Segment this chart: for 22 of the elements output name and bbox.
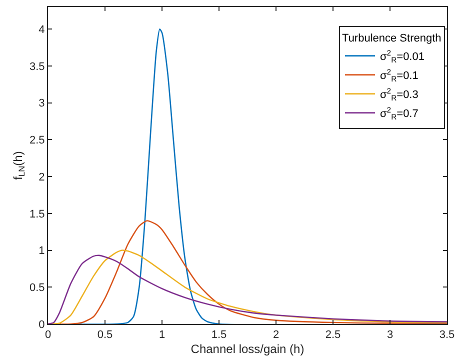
x-tick-label: 2 — [272, 329, 280, 342]
legend-label: σ$^{2}$$_{R}$=0.3 — [380, 86, 418, 102]
y-tick-label: 3 — [38, 98, 45, 110]
y-tick-label: 0 — [38, 318, 45, 331]
x-tick-label: 1.5 — [211, 329, 227, 342]
legend-title: Turbulence Strength — [342, 32, 442, 44]
legend-label: σ$^{2}$$_{R}$=0.7 — [380, 105, 418, 122]
x-tick-label: 3.5 — [439, 329, 455, 342]
legend-label: σ$^{2}$$_{R}$=0.01 — [380, 48, 424, 64]
x-tick-label: 2.5 — [325, 329, 341, 342]
y-tick-label: 1 — [38, 245, 45, 258]
y-tick-label: 0.5 — [30, 282, 45, 294]
y-tick-label: 1.5 — [30, 208, 45, 220]
y-tick-label: 4 — [38, 24, 45, 36]
x-axis-title: Channel loss/gain (h) — [190, 342, 304, 356]
x-tick-label: 0.5 — [97, 329, 113, 342]
y-tick-label: 3.5 — [30, 60, 45, 73]
y-tick-label: 2.5 — [30, 134, 45, 147]
y-tick-label: 2 — [38, 171, 45, 184]
x-tick-label: 1 — [158, 329, 166, 342]
x-tick-label: 3 — [386, 329, 394, 342]
legend-label: σ$^{2}$$_{R}$=0.1 — [380, 67, 418, 84]
